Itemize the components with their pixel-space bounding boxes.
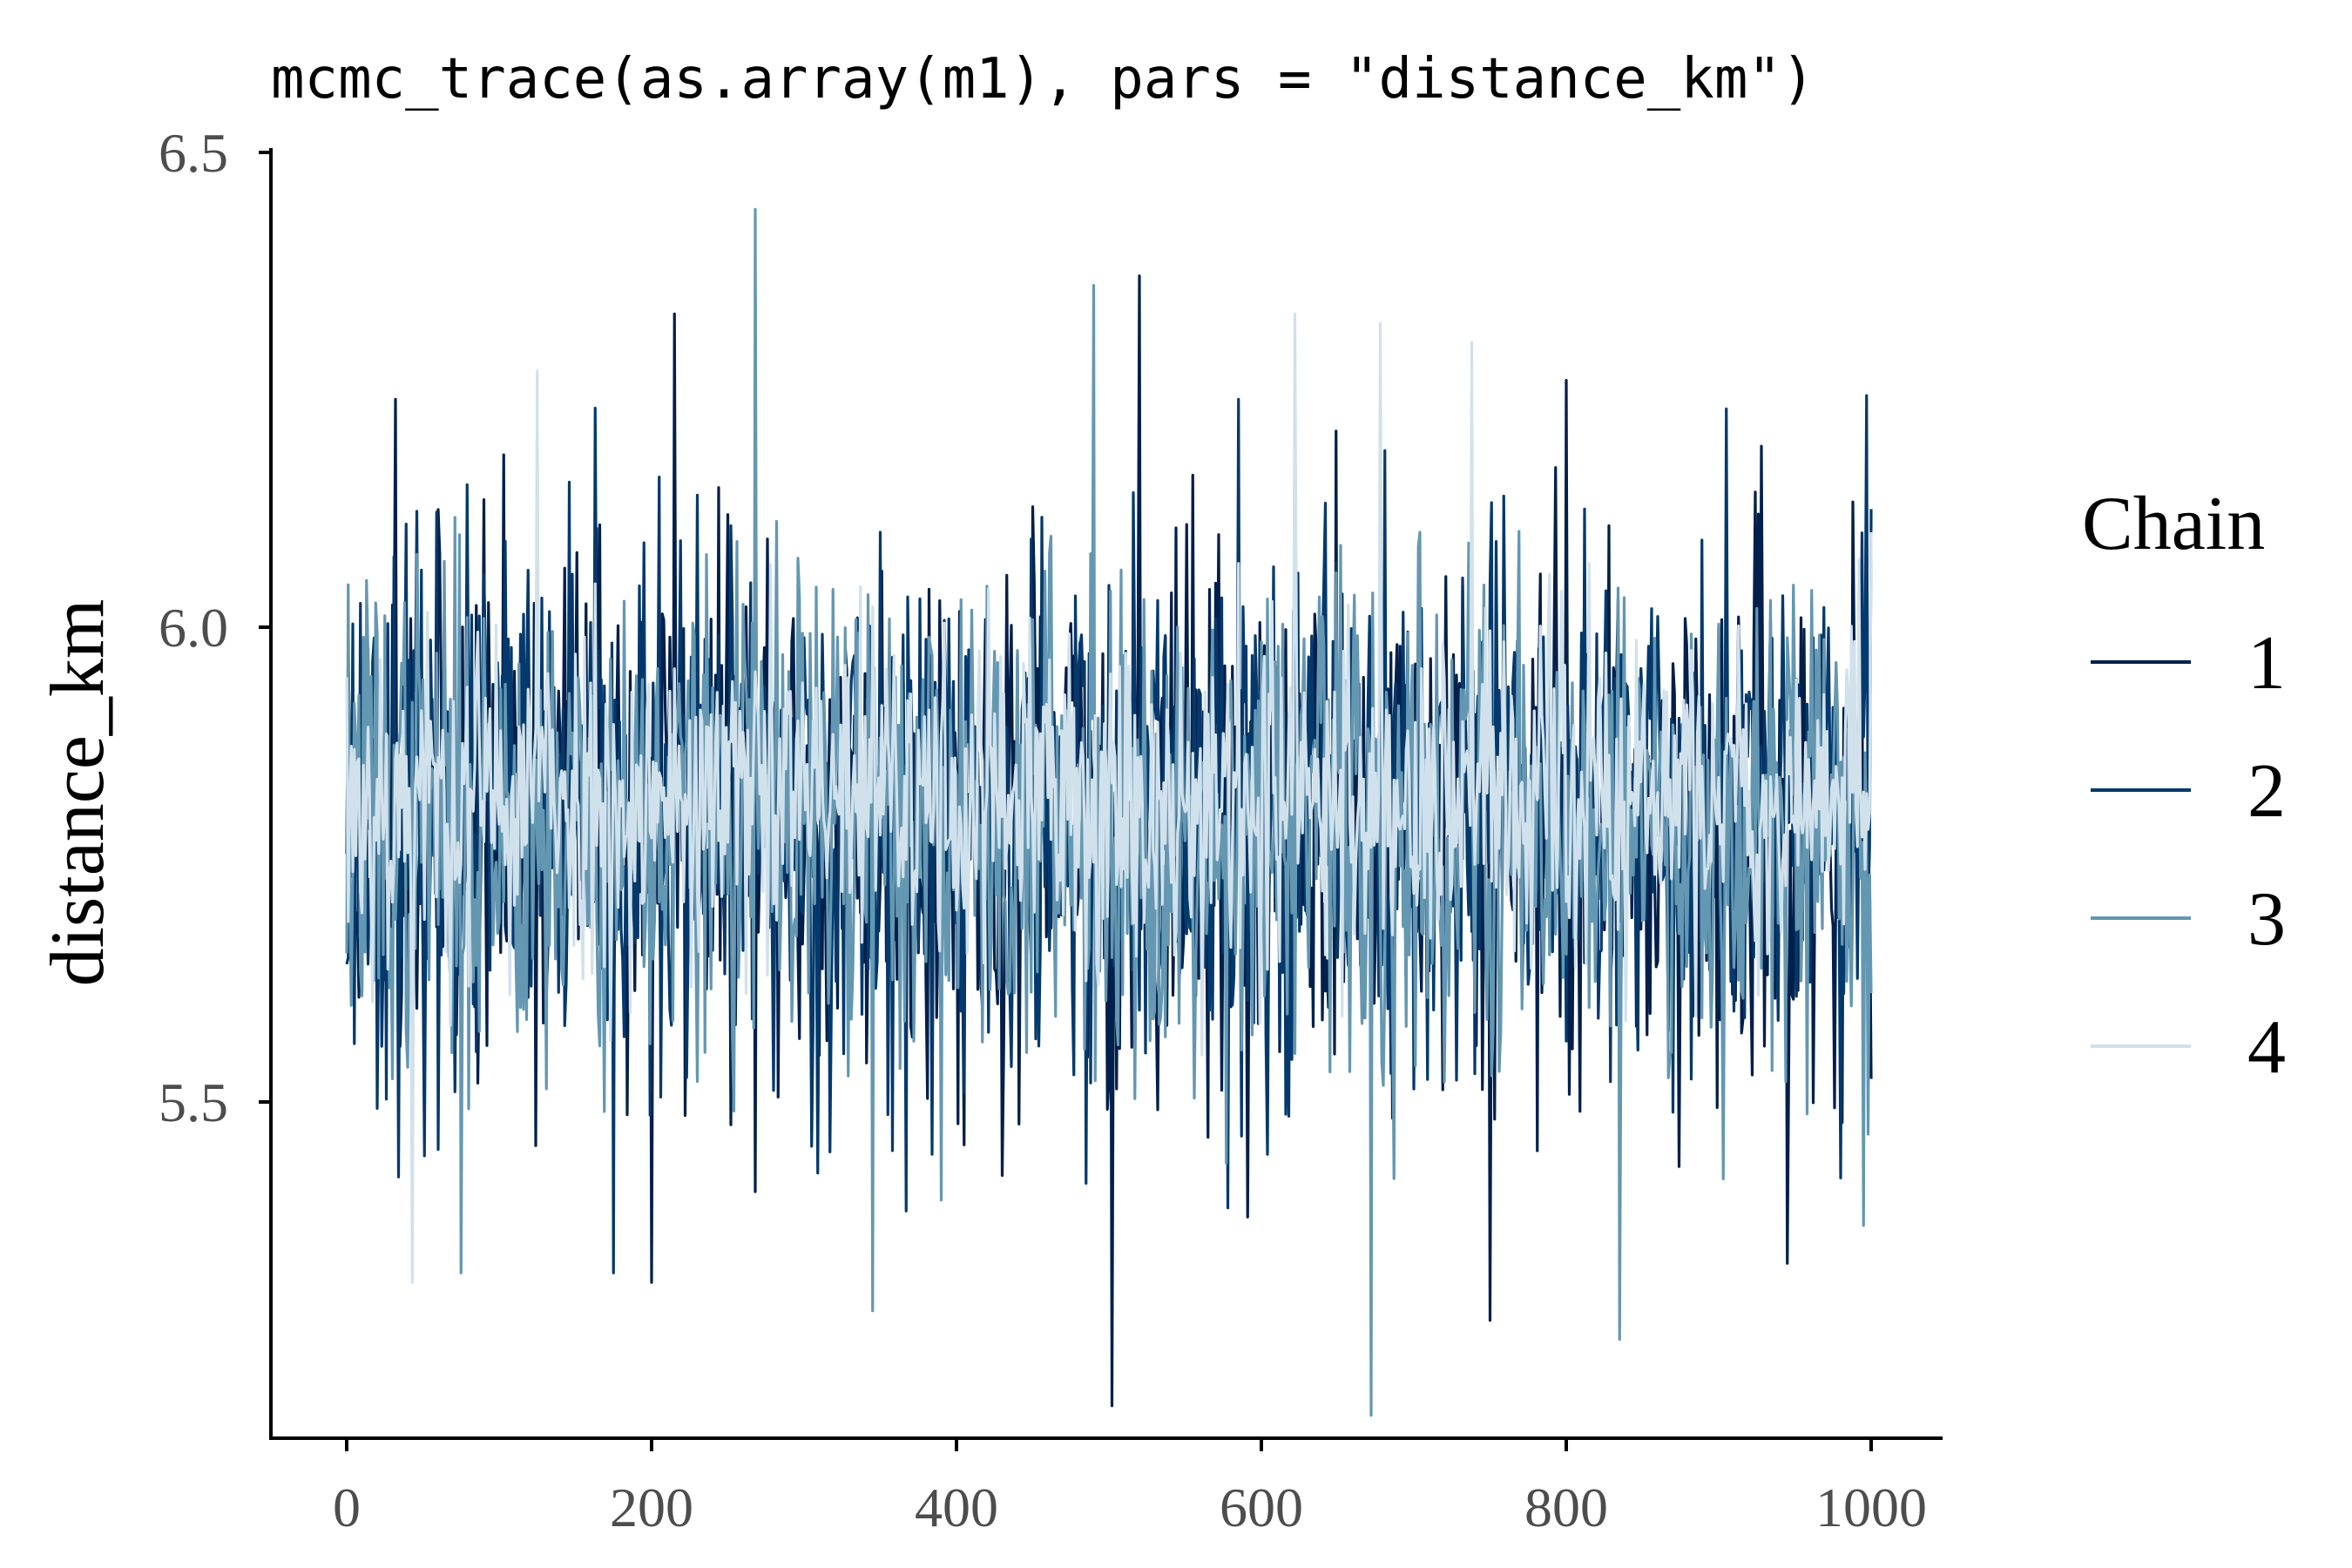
x-tick-label: 200 (610, 1477, 693, 1538)
trace-lines (345, 207, 1873, 1417)
y-tick-label: 5.5 (159, 1071, 228, 1133)
legend-label-chain-3: 3 (2247, 877, 2286, 962)
legend: Chain 1 2 3 4 (2082, 482, 2286, 1090)
legend-label-chain-2: 2 (2247, 749, 2286, 834)
y-axis-title: distance_km (36, 599, 120, 987)
y-tick-label: 6.5 (159, 122, 228, 184)
x-tick-label: 0 (333, 1477, 361, 1538)
x-tick-label: 400 (915, 1477, 998, 1538)
x-tick-label: 1000 (1815, 1477, 1927, 1538)
series-line-chain-4 (345, 312, 1873, 1284)
x-tick-label: 800 (1524, 1477, 1608, 1538)
legend-label-chain-1: 1 (2247, 621, 2286, 706)
y-tick-label: 6.0 (159, 597, 228, 659)
y-axis-ticks: 5.5 6.0 6.5 (159, 122, 271, 1133)
legend-label-chain-4: 4 (2247, 1005, 2286, 1090)
legend-title: Chain (2082, 482, 2265, 566)
x-axis-ticks: 0 200 400 600 800 1000 (333, 1438, 1927, 1538)
x-tick-label: 600 (1220, 1477, 1303, 1538)
chart-title: mcmc_trace(as.array(m1), pars = "distanc… (271, 47, 1815, 112)
